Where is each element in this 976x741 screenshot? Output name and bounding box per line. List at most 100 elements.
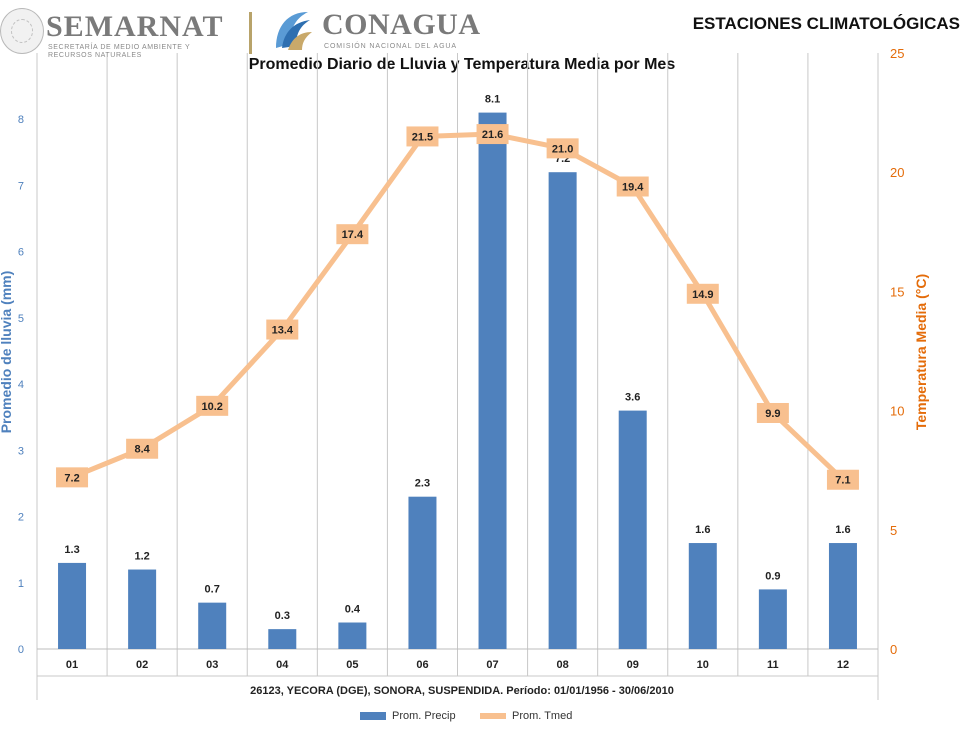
conagua-logo-icon bbox=[276, 12, 312, 50]
temp-data-point: 14.9 bbox=[686, 283, 719, 304]
left-tick-label: 3 bbox=[18, 445, 24, 457]
legend-label-temp: Prom. Tmed bbox=[512, 710, 573, 722]
x-tick-label: 04 bbox=[276, 659, 289, 671]
precip-data-label: 8.1 bbox=[485, 94, 500, 106]
x-tick-label: 07 bbox=[486, 659, 498, 671]
right-tick-label: 20 bbox=[890, 165, 904, 180]
legend-label-precip: Prom. Precip bbox=[392, 710, 456, 722]
precip-data-labels: 1.3 1.2 0.7 0.3 0.4 2.3 8.1 7.2 3.6 1.6 0.9 1.6 bbox=[64, 94, 850, 623]
legend-swatch-temp bbox=[480, 713, 506, 719]
temp-data-label: 7.1 bbox=[835, 475, 850, 487]
temp-data-label: 7.2 bbox=[64, 472, 79, 484]
temp-data-point: 21.6 bbox=[476, 124, 509, 145]
precip-bar bbox=[758, 589, 787, 649]
temp-data-label: 10.2 bbox=[201, 401, 222, 413]
temp-data-point: 7.1 bbox=[826, 469, 859, 490]
temp-data-point: 9.9 bbox=[756, 402, 789, 423]
temp-label-box bbox=[406, 126, 439, 147]
x-tick-label: 12 bbox=[837, 659, 849, 671]
precip-bar bbox=[268, 629, 297, 649]
temp-label-box bbox=[826, 469, 859, 490]
x-tick-label: 09 bbox=[627, 659, 639, 671]
temp-data-labels: 7.2 8.4 10.2 13.4 17.4 21.5 21.6 21.0 19.4 14.9 9.… bbox=[56, 124, 859, 490]
precip-bar bbox=[478, 112, 507, 650]
left-axis-ticks: 0 1 2 3 4 5 6 7 8 bbox=[18, 114, 24, 656]
precip-bar bbox=[618, 410, 647, 649]
temp-data-point: 17.4 bbox=[336, 224, 369, 245]
temp-label-box bbox=[336, 224, 369, 245]
left-tick-label: 4 bbox=[18, 379, 24, 391]
precip-data-label: 0.3 bbox=[275, 610, 290, 622]
x-tick-label: 10 bbox=[697, 659, 709, 671]
precip-bar bbox=[198, 602, 227, 649]
temp-label-box bbox=[686, 283, 719, 304]
left-tick-label: 5 bbox=[18, 313, 24, 325]
page-title: ESTACIONES CLIMATOLÓGICAS bbox=[692, 14, 960, 33]
temp-data-point: 21.0 bbox=[546, 138, 579, 159]
temp-data-point: 21.5 bbox=[406, 126, 439, 147]
temp-data-label: 14.9 bbox=[692, 289, 713, 301]
left-axis-label: Promedio de lluvia (mm) bbox=[0, 271, 14, 434]
temp-label-box bbox=[196, 395, 229, 416]
temp-data-label: 21.5 bbox=[412, 131, 433, 143]
temp-label-box bbox=[266, 319, 299, 340]
precip-data-label: 3.6 bbox=[625, 392, 640, 404]
left-tick-label: 7 bbox=[18, 180, 24, 192]
legend-item-temp: Prom. Tmed bbox=[480, 710, 572, 722]
temp-data-point: 19.4 bbox=[616, 176, 649, 197]
page-header: SEMARNAT SECRETARÍA DE MEDIO AMBIENTE Y … bbox=[0, 0, 976, 59]
x-tick-label: 08 bbox=[557, 659, 569, 671]
precip-bar bbox=[688, 543, 717, 649]
x-tick-label: 06 bbox=[416, 659, 428, 671]
left-tick-label: 2 bbox=[18, 512, 24, 524]
temp-data-label: 19.4 bbox=[622, 182, 644, 194]
right-tick-label: 10 bbox=[890, 404, 904, 419]
temp-data-label: 9.9 bbox=[765, 408, 780, 420]
temp-label-box bbox=[126, 438, 159, 459]
precip-bar bbox=[58, 562, 87, 649]
temp-label-box bbox=[546, 138, 579, 159]
right-tick-label: 25 bbox=[890, 46, 904, 61]
precip-bar bbox=[828, 543, 857, 649]
chart-title: Promedio Diario de Lluvia y Temperatura … bbox=[249, 56, 676, 73]
semarnat-subtitle: SECRETARÍA DE MEDIO AMBIENTE Y RECURSOS … bbox=[48, 44, 191, 59]
left-tick-label: 6 bbox=[18, 247, 24, 259]
temp-label-box bbox=[56, 467, 89, 488]
precip-data-label: 0.4 bbox=[345, 604, 361, 616]
conagua-subtitle: COMISIÓN NACIONAL DEL AGUA bbox=[324, 43, 457, 50]
right-axis-ticks: 0 5 10 15 20 25 bbox=[890, 46, 904, 657]
right-tick-label: 15 bbox=[890, 284, 904, 299]
x-tick-label: 02 bbox=[136, 659, 148, 671]
precip-bar bbox=[128, 569, 157, 649]
x-tick-label: 01 bbox=[66, 659, 78, 671]
right-tick-label: 5 bbox=[890, 523, 897, 538]
temp-label-box bbox=[756, 402, 789, 423]
precip-bar bbox=[408, 496, 437, 649]
precip-data-label: 0.7 bbox=[205, 584, 220, 596]
precip-bar bbox=[338, 622, 367, 649]
logo-divider bbox=[249, 12, 252, 54]
national-seal-icon bbox=[0, 8, 44, 54]
temp-data-point: 7.2 bbox=[56, 467, 89, 488]
precip-data-label: 1.6 bbox=[695, 524, 710, 536]
right-tick-label: 0 bbox=[890, 642, 897, 657]
conagua-name: CONAGUA bbox=[322, 8, 481, 41]
precip-data-label: 0.9 bbox=[765, 570, 780, 582]
legend-swatch-precip bbox=[360, 712, 386, 720]
precip-data-label: 1.3 bbox=[64, 544, 79, 556]
temp-label-box bbox=[476, 124, 509, 145]
x-tick-label: 11 bbox=[767, 659, 779, 671]
x-axis-ticks: 01 02 03 04 05 06 07 08 09 10 11 12 bbox=[66, 659, 849, 671]
temp-data-label: 17.4 bbox=[342, 229, 364, 241]
temp-label-box bbox=[616, 176, 649, 197]
temp-data-point: 13.4 bbox=[266, 319, 299, 340]
precip-data-label: 1.2 bbox=[134, 551, 149, 563]
semarnat-logo: SEMARNAT SECRETARÍA DE MEDIO AMBIENTE Y … bbox=[0, 6, 240, 59]
left-tick-label: 0 bbox=[18, 644, 24, 656]
temp-data-label: 13.4 bbox=[272, 325, 294, 337]
chart-grid bbox=[36, 53, 879, 700]
precip-bar bbox=[548, 172, 577, 649]
temp-data-label: 21.6 bbox=[482, 129, 503, 141]
temp-data-label: 21.0 bbox=[552, 143, 573, 155]
